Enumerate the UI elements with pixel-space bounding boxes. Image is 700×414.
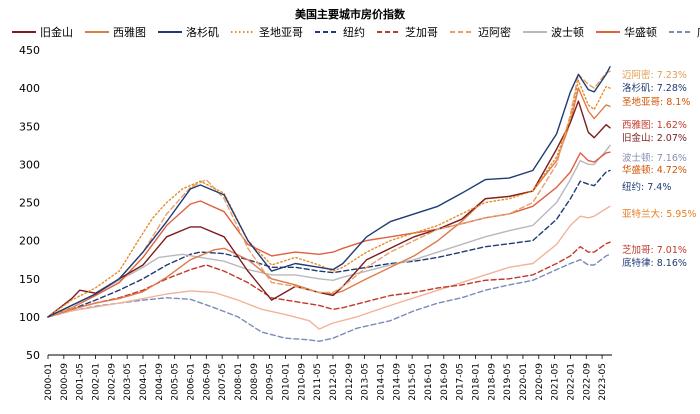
- series-10-line: [47, 205, 611, 330]
- x-tick-label: 2010-01: [281, 363, 291, 401]
- y-tick-label: 150: [19, 273, 40, 286]
- x-tick-label: 2002-09: [107, 363, 117, 401]
- y-tick-label: 250: [19, 197, 40, 210]
- x-tick-label: 2018-09: [487, 363, 497, 401]
- legend-item-6: 迈阿密: [450, 25, 511, 39]
- x-tick-label: 2004-09: [155, 363, 165, 401]
- series-8-line: [47, 151, 611, 318]
- x-tick-label: 2023-05: [598, 363, 608, 401]
- series-4-line: [47, 169, 611, 318]
- series-3-line: [47, 79, 611, 318]
- x-tick-label: 2015-05: [408, 363, 418, 401]
- axes: 50 100 150 200 250 300 350 400 450 2000-01 2000-09…: [19, 44, 612, 401]
- legend-label: 洛杉矶: [186, 25, 219, 39]
- legend-item-8: 华盛顿: [596, 25, 657, 39]
- series-3-annotation: 圣地亚哥: 8.1%: [622, 96, 690, 108]
- annotations: 旧金山: 2.07%西雅图: 1.62% 洛杉矶: 7.28% 圣地亚哥: 8.1%…: [622, 69, 696, 269]
- legend-item-4: 纽约: [315, 25, 365, 39]
- x-tick-label: 2009-05: [266, 363, 276, 401]
- legend: 旧金山西雅图洛杉矶圣地亚哥纽约芝加哥迈阿密波士顿华盛顿底特律亚特兰大: [12, 25, 700, 39]
- x-tick-label: 2016-01: [424, 363, 434, 401]
- series-10-annotation: 亚特兰大: 5.95%: [622, 208, 696, 220]
- legend-label: 波士顿: [551, 25, 584, 39]
- x-tick-label: 2013-05: [361, 363, 371, 401]
- x-tick-label: 2012-01: [329, 363, 339, 401]
- chart-title: 美国主要城市房价指数: [295, 7, 406, 21]
- x-tick-label: 2014-09: [392, 363, 402, 401]
- legend-label: 华盛顿: [624, 25, 657, 39]
- legend-item-9: 底特律: [669, 25, 700, 39]
- series-4-annotation: 纽约: 7.4%: [622, 181, 671, 193]
- x-tick-label: 2020-01: [519, 363, 529, 401]
- series-8-annotation: 华盛顿: 4.72%: [622, 164, 687, 176]
- x-tick-label: 2014-01: [376, 363, 386, 401]
- legend-label: 芝加哥: [405, 26, 438, 39]
- x-tick-label: 2006-01: [186, 363, 196, 401]
- y-tick-label: 50: [26, 349, 40, 362]
- x-tick-label: 2021-05: [551, 363, 561, 401]
- series-2-line: [47, 66, 611, 318]
- x-tick-label: 2012-09: [345, 363, 355, 401]
- x-tick-label: 2002-01: [91, 363, 101, 401]
- legend-item-3: 圣地亚哥: [231, 26, 303, 39]
- x-tick-label: 2022-09: [582, 363, 592, 401]
- series-5-annotation: 芝加哥: 7.01%: [622, 244, 687, 256]
- series-6-line: [47, 70, 611, 318]
- x-tick-label: 2006-09: [202, 363, 212, 401]
- legend-item-7: 波士顿: [523, 25, 584, 39]
- legend-item-0: 旧金山: [12, 25, 73, 39]
- legend-label: 纽约: [343, 25, 365, 39]
- x-tick-label: 2005-05: [171, 363, 181, 401]
- legend-item-5: 芝加哥: [377, 26, 438, 39]
- x-tick-label: 2018-01: [471, 363, 481, 401]
- x-tick-label: 2000-01: [44, 363, 54, 401]
- legend-label: 圣地亚哥: [259, 26, 303, 39]
- x-tick-label: 2003-05: [123, 363, 133, 401]
- x-tick-label: 2008-09: [250, 363, 260, 401]
- x-tick-label: 2010-09: [297, 363, 307, 401]
- series-1-line: [47, 87, 611, 318]
- x-tick-label: 2008-01: [234, 363, 244, 401]
- legend-label: 底特律: [697, 25, 700, 39]
- y-tick-label: 450: [19, 44, 40, 57]
- x-tick-label: 2017-05: [456, 363, 466, 401]
- y-tick-label: 100: [19, 311, 40, 324]
- series-7-line: [47, 144, 611, 318]
- x-tick-label: 2007-05: [218, 363, 228, 401]
- series-9-line: [47, 253, 611, 342]
- series-7-annotation: 波士顿: 7.16%: [622, 152, 687, 164]
- x-tick-label: 2004-01: [139, 363, 149, 401]
- y-tick-label: 200: [19, 235, 40, 248]
- series-5-line: [47, 241, 611, 318]
- x-tick-label: 2022-01: [566, 363, 576, 401]
- series-6-annotation: 迈阿密: 7.23%: [622, 69, 687, 81]
- legend-item-1: 西雅图: [85, 25, 146, 39]
- x-tick-label: 2011-05: [313, 363, 323, 401]
- series-1-annotation: 西雅图: 1.62%: [622, 119, 687, 131]
- y-tick-label: 350: [19, 120, 40, 133]
- x-tick-label: 2019-05: [503, 363, 513, 401]
- legend-label: 迈阿密: [478, 25, 511, 39]
- series-0-annotation: 旧金山: 2.07%: [622, 132, 687, 144]
- plot-area: [47, 66, 611, 342]
- x-tick-label: 2020-09: [535, 363, 545, 401]
- legend-label: 西雅图: [113, 25, 146, 39]
- legend-label: 旧金山: [40, 25, 73, 39]
- x-tick-label: 2001-05: [76, 363, 86, 401]
- x-tick-label: 2016-09: [440, 363, 450, 401]
- legend-item-2: 洛杉矶: [158, 25, 219, 39]
- series-9-annotation: 底特律: 8.16%: [622, 257, 687, 269]
- y-tick-label: 400: [19, 82, 40, 95]
- series-2-annotation: 洛杉矶: 7.28%: [622, 82, 687, 94]
- y-tick-label: 300: [19, 158, 40, 171]
- x-tick-label: 2000-09: [60, 363, 70, 401]
